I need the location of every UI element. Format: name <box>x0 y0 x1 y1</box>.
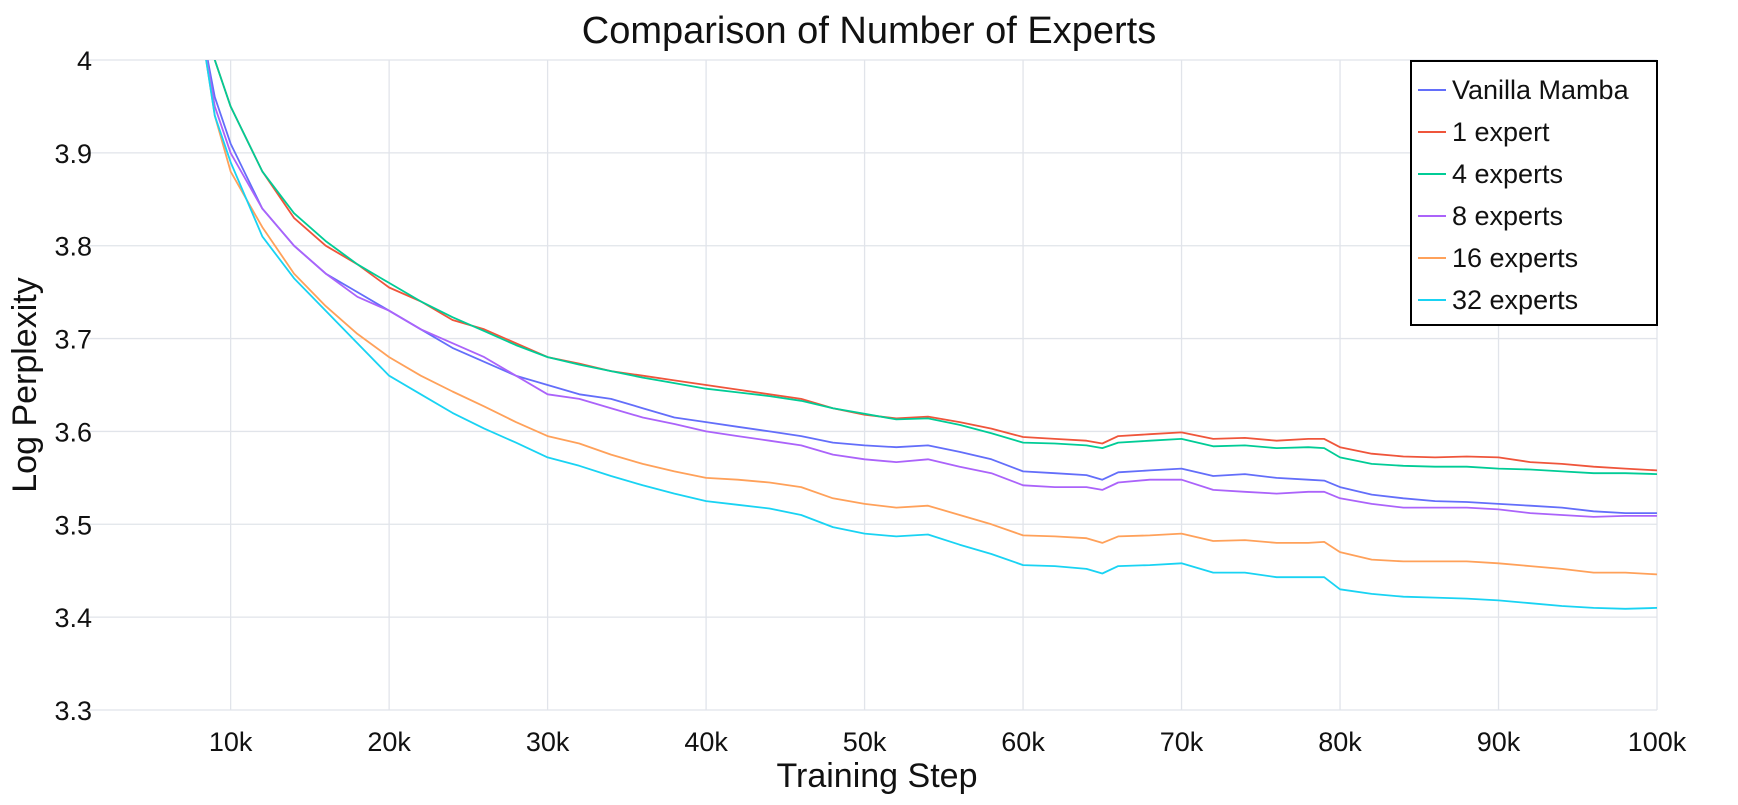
y-tick-label: 3.9 <box>54 139 92 169</box>
series-line-4-experts <box>213 60 1657 475</box>
x-tick-label: 30k <box>526 727 570 757</box>
y-tick-label: 4 <box>77 46 92 76</box>
y-tick-label: 3.7 <box>54 325 92 355</box>
y-tick-label: 3.4 <box>54 603 92 633</box>
y-tick-label: 3.5 <box>54 510 92 540</box>
x-tick-label: 40k <box>684 727 728 757</box>
legend-items: Vanilla Mamba 1 expert 4 experts 8 experts 1… <box>1418 75 1630 315</box>
x-tick-label: 80k <box>1318 727 1362 757</box>
x-tick-label: 20k <box>367 727 411 757</box>
legend-label-16-experts: 16 experts <box>1452 243 1578 273</box>
legend-label-8-experts: 8 experts <box>1452 201 1563 231</box>
x-tick-label: 90k <box>1477 727 1521 757</box>
y-axis-ticks: 3.3 3.4 3.5 3.6 3.7 3.8 3.9 4 <box>54 46 92 726</box>
legend: Vanilla Mamba 1 expert 4 experts 8 experts 1… <box>1410 60 1658 326</box>
y-axis-title: Log Perplexity <box>6 277 44 492</box>
x-axis-title: Training Step <box>777 757 978 795</box>
x-tick-label: 70k <box>1160 727 1204 757</box>
x-axis-ticks: 10k 20k 30k 40k 50k 60k 70k 80k 90k 100k <box>209 727 1687 757</box>
plot-series <box>205 60 1657 610</box>
x-tick-label: 60k <box>1001 727 1045 757</box>
legend-label-4-experts: 4 experts <box>1452 159 1563 189</box>
legend-label-1-expert: 1 expert <box>1452 117 1550 147</box>
legend-label-32-experts: 32 experts <box>1452 285 1578 315</box>
series-line-32-experts <box>205 60 1657 610</box>
legend-box <box>1410 60 1658 326</box>
y-tick-label: 3.6 <box>54 417 92 447</box>
y-tick-label: 3.3 <box>54 696 92 726</box>
series-line-8-experts <box>205 60 1657 518</box>
x-tick-label: 100k <box>1628 727 1687 757</box>
x-tick-label: 50k <box>843 727 887 757</box>
x-tick-label: 10k <box>209 727 253 757</box>
legend-label-vanilla-mamba: Vanilla Mamba <box>1452 75 1630 105</box>
chart-title: Comparison of Number of Experts <box>582 10 1156 52</box>
y-tick-label: 3.8 <box>54 232 92 262</box>
series-line-16-experts <box>205 60 1657 576</box>
grid-lines <box>88 59 1658 711</box>
